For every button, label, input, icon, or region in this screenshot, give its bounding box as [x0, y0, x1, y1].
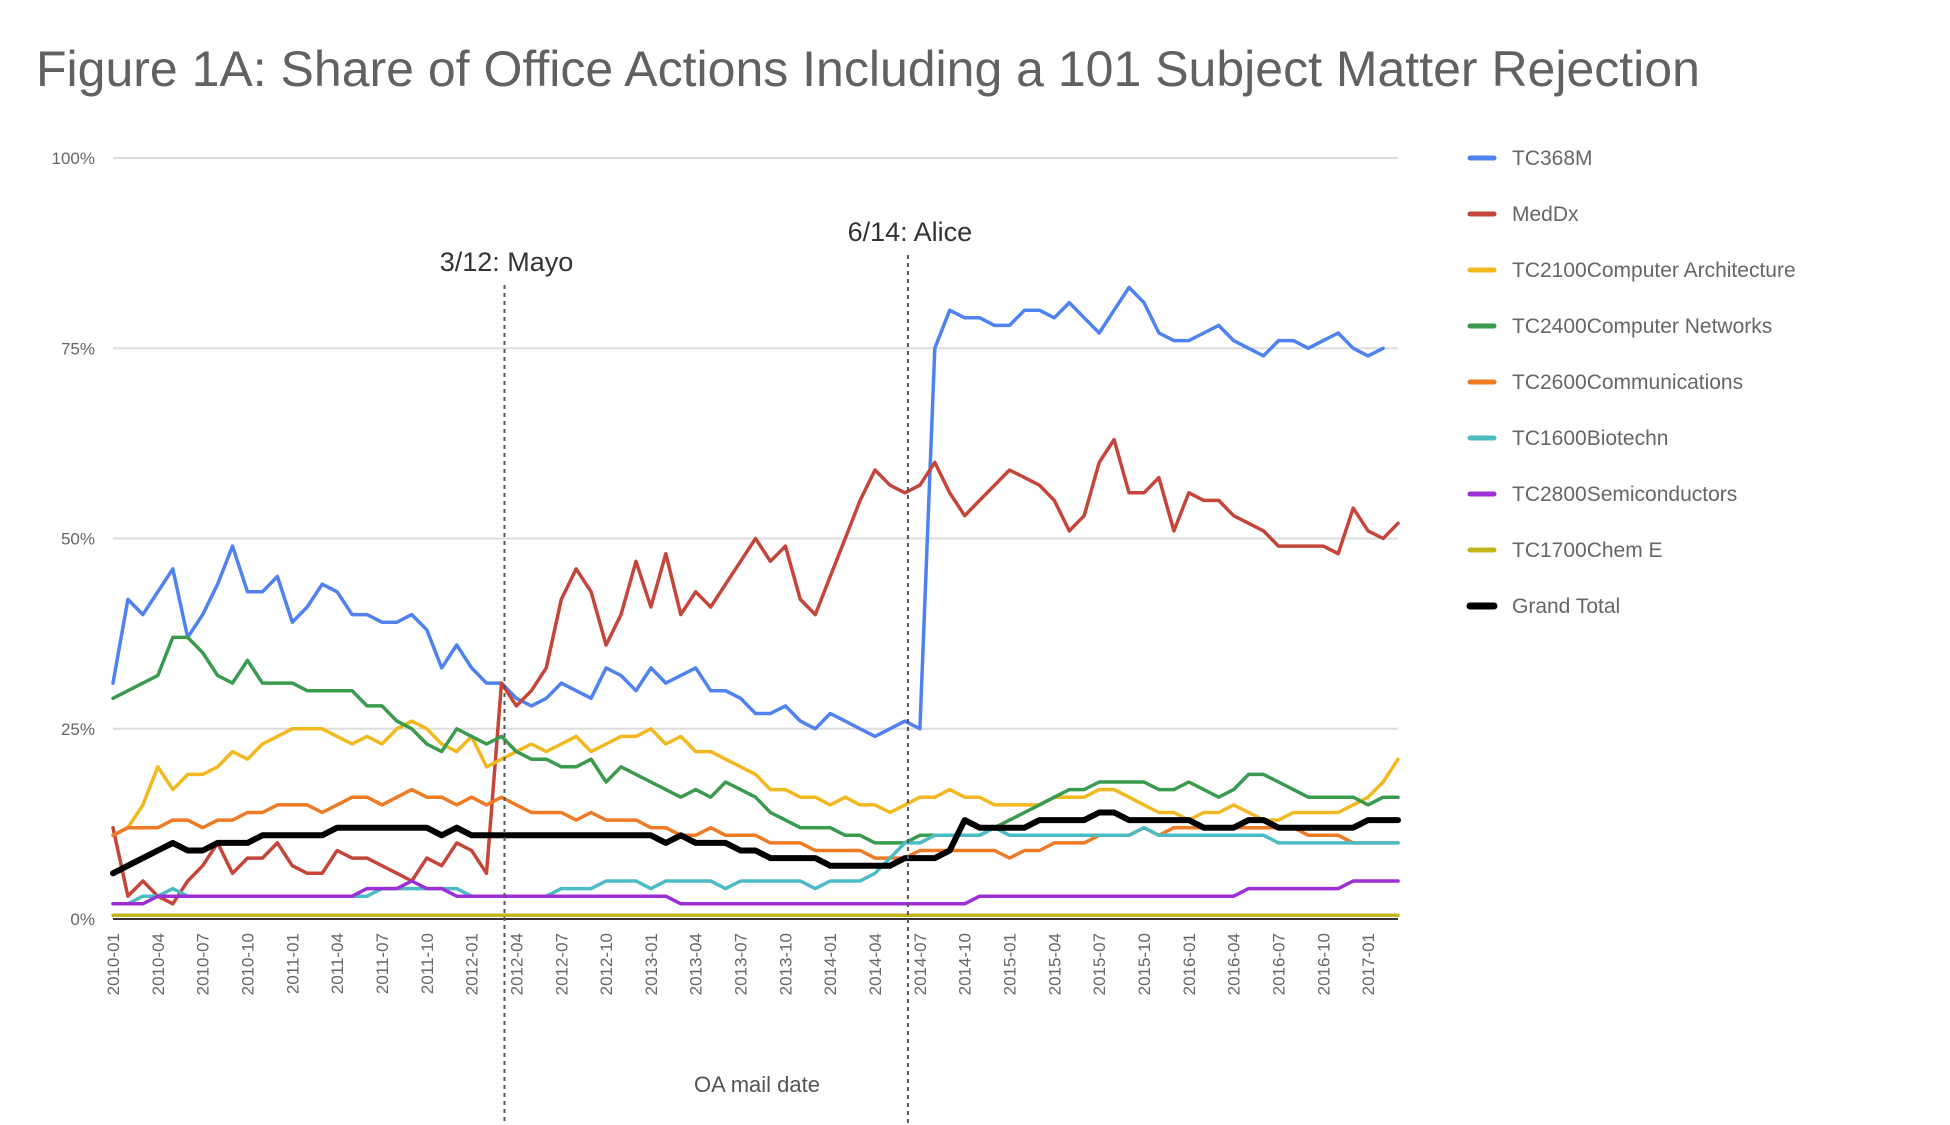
x-tick-label: 2015-10: [1135, 933, 1154, 995]
x-tick-label: 2011-07: [373, 933, 392, 994]
x-tick-label: 2010-07: [194, 933, 213, 995]
x-tick-label: 2012-01: [463, 933, 482, 995]
x-tick-label: 2016-04: [1225, 933, 1244, 995]
series-line-grand-total: [113, 813, 1398, 874]
legend: TC368M MedDx TC2100Computer Architecture TC…: [1470, 147, 1796, 618]
x-tick-label: 2010-04: [149, 933, 168, 995]
y-tick-label: 0%: [70, 910, 95, 929]
x-tick-label: 2013-01: [642, 933, 661, 995]
y-tick-label: 50%: [61, 530, 95, 549]
x-tick-label: 2010-10: [238, 933, 257, 995]
x-axis: 2010-01 2010-04 2010-07 2010-10 2011-01 2011-…: [104, 933, 1378, 995]
legend-label: TC2600Communications: [1512, 371, 1743, 394]
x-tick-label: 2011-01: [283, 933, 302, 994]
x-tick-label: 2010-01: [104, 933, 123, 995]
x-tick-label: 2016-07: [1269, 933, 1288, 995]
x-tick-label: 2014-04: [866, 933, 885, 995]
legend-label: TC1600Biotechn: [1512, 427, 1668, 450]
legend-label: TC2800Semiconductors: [1512, 483, 1737, 506]
x-tick-label: 2012-10: [597, 933, 616, 995]
annotation-label: 3/12: Mayo: [440, 247, 574, 277]
x-tick-label: 2014-10: [956, 933, 975, 995]
x-tick-label: 2013-07: [732, 933, 751, 995]
legend-label: TC2400Computer Networks: [1512, 315, 1772, 338]
series-line-tc1600biotechn: [113, 828, 1398, 904]
x-tick-label: 2015-01: [1001, 933, 1020, 995]
series-line-tc2800semiconductors: [113, 881, 1398, 904]
x-tick-label: 2013-10: [776, 933, 795, 995]
y-tick-label: 75%: [61, 339, 95, 358]
x-tick-label: 2017-01: [1359, 933, 1378, 995]
x-tick-label: 2011-10: [418, 933, 437, 994]
y-axis: 0% 25% 50% 75% 100%: [52, 149, 95, 929]
series-layer: [113, 287, 1398, 915]
legend-label: TC1700Chem E: [1512, 539, 1663, 562]
y-tick-label: 100%: [52, 149, 95, 168]
series-line-tc368m: [113, 287, 1383, 736]
legend-label: TC368M: [1512, 147, 1593, 170]
x-tick-label: 2014-01: [821, 933, 840, 995]
x-tick-label: 2011-04: [328, 933, 347, 994]
x-tick-label: 2012-04: [507, 933, 526, 995]
x-tick-label: 2013-04: [687, 933, 706, 995]
x-tick-label: 2012-07: [552, 933, 571, 995]
annotation-label: 6/14: Alice: [848, 217, 973, 247]
legend-label: MedDx: [1512, 203, 1579, 226]
legend-label: Grand Total: [1512, 595, 1620, 618]
x-tick-label: 2016-10: [1314, 933, 1333, 995]
x-axis-title: OA mail date: [694, 1072, 820, 1097]
x-tick-label: 2015-07: [1090, 933, 1109, 995]
legend-label: TC2100Computer Architecture: [1512, 259, 1796, 282]
series-line-tc2100computer-architecture: [113, 721, 1398, 835]
x-tick-label: 2016-01: [1180, 933, 1199, 995]
x-tick-label: 2014-07: [911, 933, 930, 995]
x-tick-label: 2015-04: [1045, 933, 1064, 995]
y-tick-label: 25%: [61, 720, 95, 739]
